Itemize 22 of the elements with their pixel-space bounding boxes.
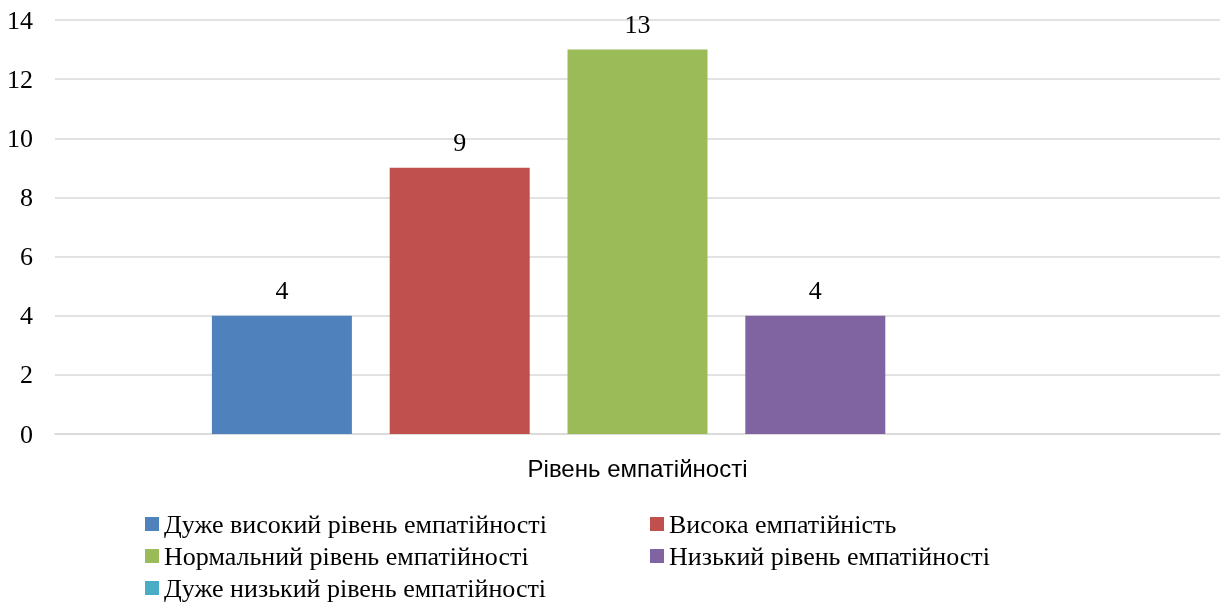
legend-label: Дуже низький рівень емпатійності: [164, 573, 547, 603]
legend-label: Дуже високий рівень емпатійності: [164, 509, 547, 539]
y-tick-label: 8: [20, 182, 33, 212]
data-label: 13: [624, 10, 651, 40]
legend-label: Висока емпатійність: [669, 509, 897, 539]
data-label: 4: [808, 276, 822, 306]
bar: [389, 167, 530, 434]
y-tick-label: 10: [7, 123, 33, 153]
y-tick-label: 4: [20, 301, 33, 331]
legend-label: Низький рівень емпатійності: [669, 541, 990, 571]
y-tick-label: 12: [7, 64, 33, 94]
data-label: 9: [453, 128, 467, 158]
data-label: 4: [275, 276, 289, 306]
y-tick-label: 14: [7, 5, 33, 35]
bar: [745, 315, 886, 434]
x-tick-label: Рівень емпатійності: [527, 454, 748, 482]
legend-label: Нормальний рівень емпатійності: [164, 541, 529, 571]
y-tick-label: 0: [20, 419, 33, 449]
bar: [211, 315, 352, 434]
y-tick-label: 6: [20, 242, 33, 272]
y-tick-label: 2: [20, 360, 33, 390]
bar: [567, 49, 708, 434]
